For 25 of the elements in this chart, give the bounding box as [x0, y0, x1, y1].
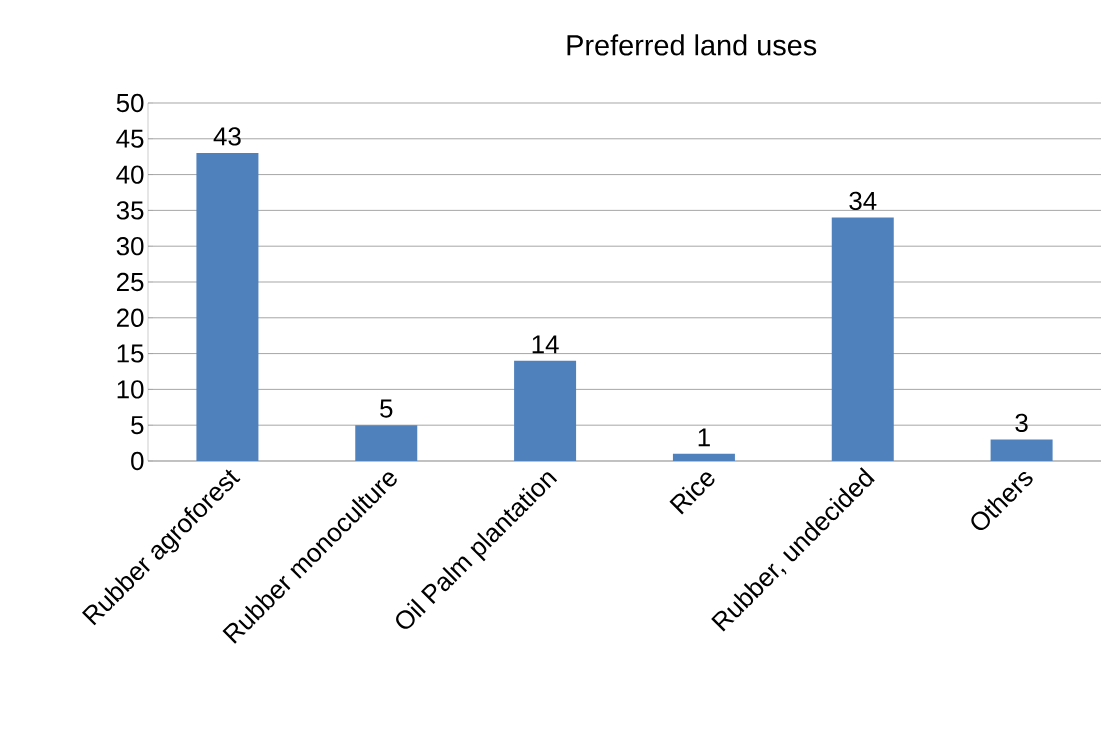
x-tick-label: Rice	[669, 472, 715, 515]
bar	[672, 453, 735, 461]
data-label: 34	[849, 191, 877, 211]
y-tick-label: 0	[131, 451, 144, 471]
bar	[990, 439, 1053, 461]
y-tick-label: 50	[116, 93, 144, 113]
y-tick-label: 30	[116, 237, 144, 256]
y-tick-label: 35	[116, 201, 144, 220]
y-tick-label: 10	[117, 380, 144, 399]
data-label: 1	[698, 428, 710, 447]
data-label: 5	[380, 399, 393, 418]
bar	[514, 360, 577, 461]
y-tick-label: 15	[117, 344, 144, 363]
y-tick-label: 40	[116, 165, 144, 184]
data-label: 43	[213, 127, 241, 146]
bar	[196, 153, 259, 461]
bar	[355, 425, 418, 461]
data-label: 14	[532, 335, 559, 354]
data-label: 3	[1015, 413, 1028, 432]
y-tick-label: 5	[131, 416, 144, 435]
bar	[831, 217, 894, 461]
y-tick-label: 45	[116, 129, 144, 148]
y-tick-label: 20	[116, 308, 144, 327]
y-tick-label: 25	[116, 272, 144, 292]
chart-title: Preferred land uses	[567, 34, 817, 56]
